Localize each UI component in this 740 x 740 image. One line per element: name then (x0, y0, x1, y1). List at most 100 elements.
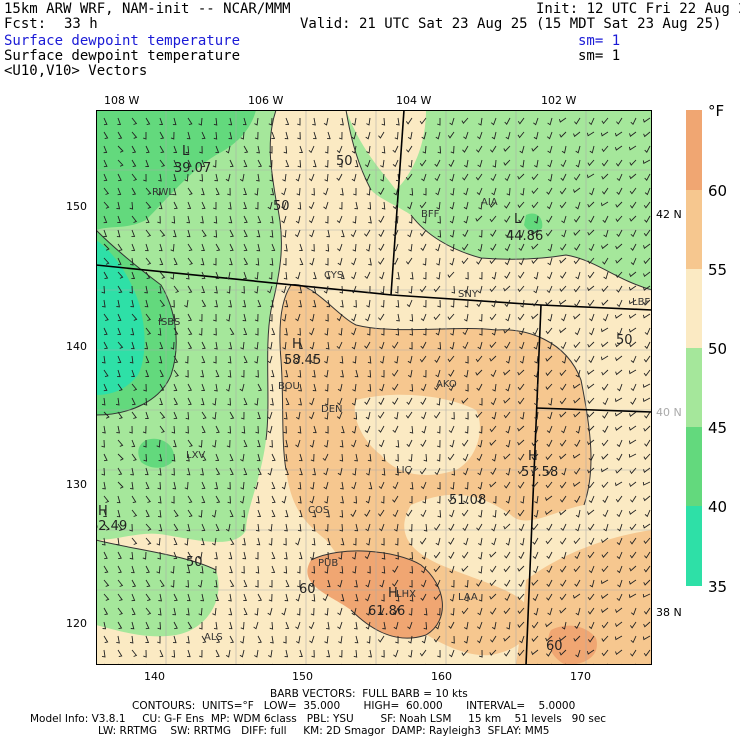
wind-barb (337, 607, 343, 616)
wind-barb (395, 453, 399, 462)
wind-barb (337, 579, 343, 588)
wind-barb (630, 635, 637, 644)
wind-barb (297, 369, 302, 378)
wind-barb (254, 397, 259, 406)
wind-barb (312, 159, 317, 168)
wind-barb (131, 579, 137, 588)
wind-barb (491, 327, 497, 336)
wind-barb (559, 537, 567, 545)
wind-barb (559, 257, 567, 264)
wind-barb (243, 159, 248, 168)
wind-barb (561, 621, 567, 630)
wind-barb (351, 551, 357, 560)
wind-barb (257, 509, 262, 518)
wind-barb (145, 565, 150, 574)
wind-barb (131, 229, 136, 238)
wind-barb (365, 131, 371, 140)
wind-barb (366, 117, 371, 126)
wind-barb (601, 565, 609, 573)
wind-barb (284, 299, 289, 308)
wind-barb (602, 495, 609, 504)
wind-barb (518, 453, 525, 461)
wind-barb (392, 257, 399, 266)
wind-barb (352, 243, 357, 252)
wind-barb (156, 439, 161, 448)
wind-barb (505, 495, 511, 504)
high-value: 62.49 (96, 519, 127, 534)
wind-barb (559, 327, 567, 334)
lat-label: 42 N (656, 208, 682, 221)
wind-barb (243, 243, 248, 252)
wind-barb (267, 285, 273, 294)
field-55-60 (516, 530, 652, 665)
wind-barb (533, 117, 539, 126)
wind-barb (228, 131, 233, 140)
wind-barb (170, 579, 175, 588)
wind-barb (464, 299, 469, 308)
wind-barb (269, 257, 274, 266)
wind-barb (559, 607, 567, 614)
wind-barb (227, 481, 231, 490)
wind-barb (366, 187, 371, 196)
wind-barb (354, 523, 359, 532)
wind-barb (337, 467, 343, 476)
wind-barb (450, 299, 455, 308)
wind-barb (517, 173, 525, 180)
wind-barb (158, 593, 162, 602)
wind-barb (419, 117, 427, 125)
wind-barb (143, 439, 147, 448)
wind-barb (559, 397, 567, 405)
wind-barb (392, 607, 399, 616)
wind-barb (225, 173, 231, 182)
wind-barb (243, 187, 247, 196)
wind-barb (103, 243, 110, 251)
wind-barb (560, 383, 567, 391)
wind-barb (546, 425, 553, 434)
wind-barb (601, 593, 609, 599)
wind-barb (517, 131, 525, 139)
wind-barb (341, 425, 345, 434)
wind-barb (145, 635, 150, 644)
wind-barb (560, 159, 567, 168)
wind-barb (560, 523, 567, 532)
wind-barb (131, 369, 135, 378)
wind-barb (159, 579, 165, 588)
wind-barb (103, 453, 108, 462)
wind-barb (408, 243, 413, 252)
wind-barb (615, 341, 623, 348)
wind-barb (157, 285, 162, 294)
wind-barb (268, 580, 273, 588)
wind-barb (271, 243, 276, 252)
wind-barb (614, 131, 623, 137)
wind-barb (143, 173, 147, 182)
colorbar-label: 60 (708, 182, 728, 200)
wind-barb (615, 369, 623, 376)
wind-barb (434, 355, 441, 363)
wind-barb (257, 215, 262, 224)
wind-barb (214, 285, 218, 294)
wind-barb (324, 565, 329, 574)
wind-barb (586, 131, 595, 137)
wind-barb (588, 355, 595, 364)
wind-barb (353, 299, 357, 308)
wind-barb (461, 397, 469, 404)
wind-barb (201, 299, 207, 308)
wind-barb (340, 299, 344, 308)
wind-barb (561, 551, 567, 560)
wind-barb (490, 467, 497, 475)
wind-barb (407, 635, 413, 644)
wind-barb (545, 369, 553, 377)
wind-barb (587, 201, 595, 208)
wind-barb (408, 453, 413, 462)
wind-barb (143, 397, 148, 406)
wind-barb (559, 201, 567, 209)
wind-barb (145, 537, 152, 545)
wind-barb (184, 299, 189, 308)
station-label: DEN (321, 404, 343, 415)
wind-barb (187, 551, 193, 560)
field-45-50 (96, 540, 219, 637)
wind-barb (268, 146, 273, 154)
wind-barb (143, 649, 147, 658)
wind-barb (559, 481, 567, 489)
wind-barb (644, 551, 651, 559)
